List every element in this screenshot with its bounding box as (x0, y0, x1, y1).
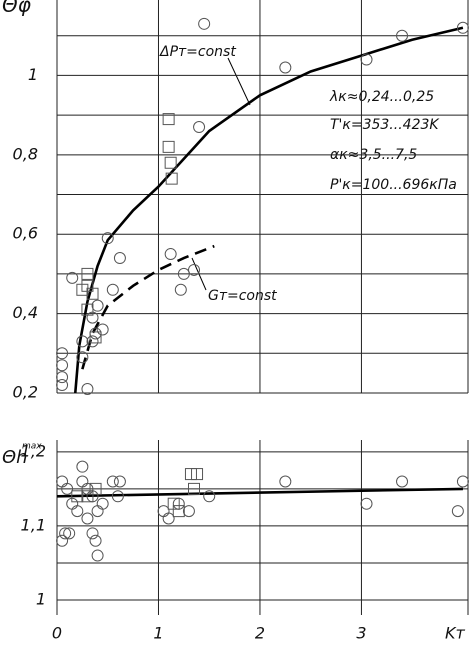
square-point (167, 497, 180, 510)
circle-point (71, 505, 84, 518)
y-axis-label: Θφ (2, 0, 31, 17)
circle-point (91, 299, 104, 312)
circle-point (56, 379, 69, 392)
annotation: ΔPт=const (159, 44, 236, 60)
circle-point (188, 263, 200, 276)
circle-point (360, 53, 373, 66)
circle-point (76, 335, 89, 348)
circle-point (81, 383, 94, 396)
circle-point (76, 475, 89, 488)
square-point (188, 482, 200, 495)
annotation: T'к=353...423K (330, 117, 440, 133)
square-point (81, 490, 94, 503)
y-tick-label: 1 (36, 590, 46, 609)
circle-point (396, 29, 409, 42)
square-point (184, 468, 197, 481)
square-point (162, 113, 175, 126)
circle-point (157, 505, 170, 518)
square-point (164, 156, 177, 169)
y-tick-label: 1,2 (21, 441, 46, 460)
circle-point (113, 475, 126, 488)
curve (73, 26, 464, 394)
circle-point (56, 347, 69, 360)
annotation: Gт=const (208, 288, 277, 304)
square-point (81, 303, 94, 316)
circle-point (177, 267, 190, 280)
y-tick-label: 0,6 (13, 224, 38, 243)
circle-point (81, 512, 94, 525)
circle-point (63, 527, 76, 540)
leader (227, 57, 251, 106)
curve (56, 487, 463, 498)
circle-point (56, 475, 69, 488)
y-tick-label: 1,1 (21, 515, 46, 534)
square-point (71, 490, 84, 503)
x-tick-label: 0 (52, 624, 62, 643)
y-tick-label: 0,4 (13, 303, 38, 322)
circle-point (56, 534, 69, 547)
circle-point (360, 497, 373, 510)
square-point (89, 331, 102, 344)
circle-point (162, 512, 175, 525)
circle-point (106, 475, 119, 488)
x-tick-label: 3 (356, 624, 366, 643)
circle-point (56, 359, 69, 372)
circle-point (86, 527, 99, 540)
circle-point (174, 283, 187, 296)
square-point (162, 140, 175, 153)
y-tick-label: 0,8 (13, 144, 38, 163)
circle-point (106, 283, 119, 296)
circle-point (164, 248, 177, 261)
circle-point (182, 505, 195, 518)
circle-point (96, 323, 109, 336)
circle-point (456, 475, 469, 488)
circle-point (279, 61, 292, 74)
circle-point (76, 460, 89, 473)
square-point (76, 283, 89, 296)
circle-point (76, 351, 89, 364)
annotation: λк≈0,24...0,25 (329, 89, 434, 105)
circle-point (113, 252, 126, 265)
annotation: P'к=100...696кПа (330, 177, 457, 193)
square-point (81, 267, 94, 280)
x-axis-label: Kт (445, 624, 465, 643)
circle-point (89, 534, 102, 547)
y-axis-label-sup: max (22, 442, 42, 452)
circle-point (61, 482, 74, 495)
circle-point (203, 490, 216, 503)
circle-point (56, 371, 69, 384)
circle-point (101, 232, 114, 245)
circle-point (451, 505, 464, 518)
circle-point (91, 549, 104, 562)
circle-point (279, 475, 292, 488)
y-tick-label: 1 (28, 65, 38, 84)
y-axis-label: Θh (2, 447, 28, 468)
circle-point (111, 490, 124, 503)
y-tick-label: 0,2 (13, 383, 38, 402)
circle-point (91, 505, 104, 518)
square-point (89, 482, 102, 495)
circle-point (86, 335, 99, 348)
x-tick-label: 1 (153, 624, 163, 643)
circle-point (66, 271, 79, 284)
circle-point (96, 497, 109, 510)
curve (81, 244, 215, 370)
square-point (165, 172, 178, 185)
x-tick-label: 2 (255, 624, 265, 643)
square-point (86, 287, 99, 300)
square-point (191, 468, 204, 481)
circle-point (193, 121, 206, 134)
circle-point (456, 21, 469, 34)
circle-point (396, 475, 409, 488)
circle-point (198, 17, 211, 30)
circle-point (59, 527, 72, 540)
